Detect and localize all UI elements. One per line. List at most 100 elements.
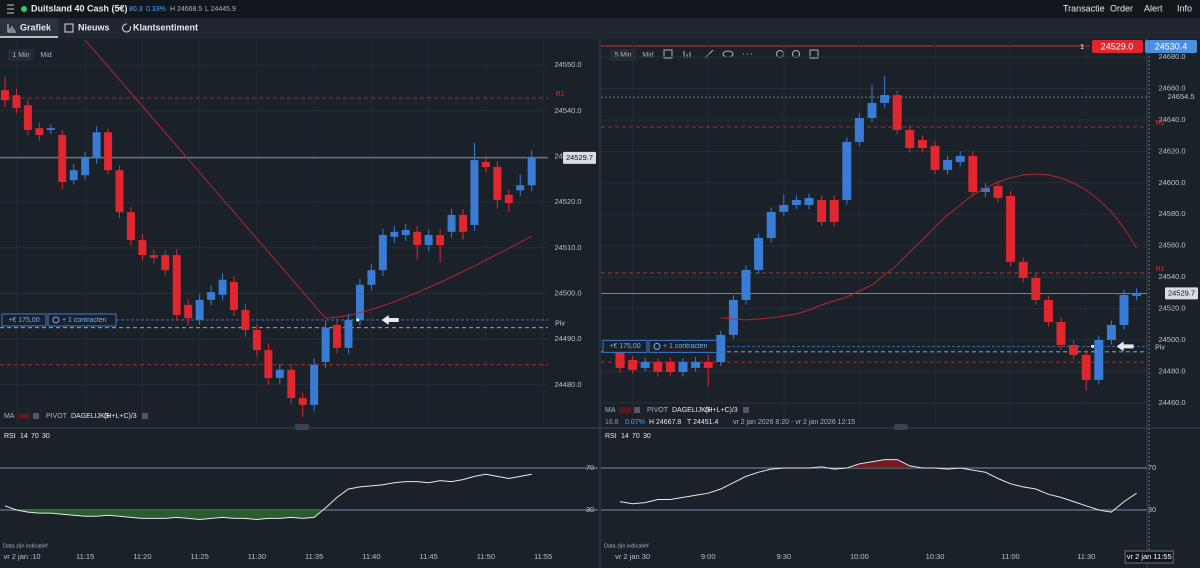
info-pct: 0.07% bbox=[625, 419, 645, 426]
candle-body bbox=[892, 95, 902, 130]
left-panel bbox=[0, 38, 599, 568]
candle-body bbox=[241, 309, 250, 331]
sell-button[interactable] bbox=[1092, 40, 1143, 53]
candle-body bbox=[504, 194, 513, 204]
candle-body bbox=[436, 235, 445, 246]
candle-body bbox=[691, 361, 701, 368]
price-tag-label: 24529.7 bbox=[1168, 288, 1195, 297]
candle-body bbox=[81, 158, 90, 176]
legend-swatch bbox=[619, 407, 631, 413]
legend-formula: (H+L+C)/3 bbox=[104, 413, 137, 420]
x-tick-label: 9:00 bbox=[701, 552, 716, 561]
candle-body bbox=[1106, 324, 1116, 340]
rsi-param: 30 bbox=[42, 433, 50, 440]
resize-handle[interactable] bbox=[894, 424, 908, 430]
instrument[interactable]: Duitsland 40 Cash (5€) bbox=[31, 3, 128, 13]
rsi-label: RSI bbox=[4, 433, 16, 440]
rsi-oversold-fill bbox=[5, 510, 532, 520]
button[interactable] bbox=[8, 49, 34, 61]
candle-body bbox=[493, 166, 502, 200]
button[interactable] bbox=[610, 49, 636, 61]
ask-price[interactable]: 24530.4 bbox=[1155, 41, 1188, 51]
candle-body bbox=[653, 361, 663, 372]
price-type[interactable]: Mid bbox=[642, 52, 653, 59]
candle-body bbox=[413, 231, 422, 246]
tab[interactable]: Grafiek bbox=[20, 22, 52, 32]
menu-item[interactable]: Order bbox=[1110, 3, 1133, 13]
menu-item[interactable]: Info bbox=[1177, 3, 1192, 13]
price-tag bbox=[1164, 92, 1198, 103]
x-tick-label: 11:30 bbox=[248, 552, 266, 561]
legend-pivot: PIVOT bbox=[46, 413, 68, 420]
y-tick-label: 24520.0 bbox=[554, 197, 581, 206]
menu-icon[interactable] bbox=[7, 4, 14, 14]
candle-body bbox=[58, 134, 67, 183]
candle-body bbox=[1043, 299, 1053, 322]
y-tick-label: 24480.0 bbox=[1158, 367, 1185, 376]
candle-body bbox=[69, 170, 78, 181]
rsi-line bbox=[619, 459, 1137, 513]
candle-body bbox=[728, 299, 738, 335]
candle-body bbox=[230, 282, 238, 310]
buy-button[interactable] bbox=[1145, 40, 1197, 53]
rsi-tick-label: 30 bbox=[1148, 505, 1156, 514]
bid-price[interactable]: 24529.0 bbox=[1101, 41, 1134, 51]
rsi-param: 70 bbox=[632, 433, 640, 440]
candle-body bbox=[968, 155, 978, 192]
info-low: T 24451.4 bbox=[687, 419, 719, 426]
candle-body bbox=[665, 361, 675, 372]
change: 80.3 bbox=[129, 6, 143, 13]
order-arrow bbox=[381, 314, 399, 325]
x-tick-label: 11:15 bbox=[76, 552, 94, 561]
candle-body bbox=[92, 132, 101, 159]
interval[interactable]: 5 Min bbox=[614, 52, 631, 59]
price-tag bbox=[563, 151, 596, 164]
rsi-param: 30 bbox=[643, 433, 651, 440]
candle-body bbox=[470, 160, 479, 225]
candle-body bbox=[481, 161, 490, 167]
price-type[interactable]: Mid bbox=[40, 52, 51, 59]
info-high: H 24667.8 bbox=[649, 419, 681, 426]
trade-size[interactable]: 1 bbox=[1080, 44, 1084, 51]
day-high: H 24668.5 bbox=[170, 6, 202, 13]
y-tick-label: 24660.0 bbox=[1158, 83, 1185, 92]
tab[interactable]: Klantsentiment bbox=[133, 22, 198, 32]
candle-body bbox=[993, 185, 1003, 198]
order-amount: +€ 175,00 bbox=[8, 317, 39, 324]
candle-body bbox=[678, 361, 688, 372]
dropdown-arrow[interactable] bbox=[118, 7, 124, 10]
ma-line bbox=[720, 173, 1138, 321]
resize-handle[interactable] bbox=[295, 424, 309, 430]
candle-body bbox=[46, 128, 55, 130]
price-tag bbox=[1165, 287, 1198, 300]
menu-item[interactable]: Alert bbox=[1144, 3, 1163, 13]
candle-body bbox=[817, 199, 827, 222]
legend-ma: MA bbox=[605, 407, 616, 414]
candle-body bbox=[390, 231, 399, 237]
level-label: Piv bbox=[1155, 345, 1165, 352]
info-icon bbox=[52, 316, 60, 324]
tab-active[interactable] bbox=[0, 18, 58, 38]
candle-body bbox=[378, 235, 387, 271]
candle-body bbox=[12, 95, 21, 109]
x-tick-label: vr 2 jan :10 bbox=[3, 552, 40, 561]
y-tick-label: 24620.0 bbox=[1158, 146, 1185, 155]
candle-body bbox=[1069, 344, 1079, 355]
order-contracts: + 1 contracten bbox=[62, 317, 107, 324]
candle-body bbox=[842, 141, 852, 200]
y-tick-label: 24560.0 bbox=[1158, 241, 1185, 250]
candle-body bbox=[1119, 294, 1129, 325]
right-plot bbox=[601, 40, 1147, 425]
level-label: R1 bbox=[556, 91, 565, 98]
x-tick-label: 11:45 bbox=[420, 552, 438, 561]
tab[interactable]: Nieuws bbox=[78, 22, 110, 32]
candle-body bbox=[23, 105, 32, 130]
menu-item[interactable]: Transactie bbox=[1063, 3, 1105, 13]
interval[interactable]: 1 Min bbox=[12, 52, 29, 59]
candle-body bbox=[880, 95, 890, 103]
candle-body bbox=[138, 240, 147, 256]
level-label: R1 bbox=[1156, 266, 1165, 273]
candle-body bbox=[252, 330, 261, 351]
y-tick-label: 24480.0 bbox=[554, 380, 581, 389]
